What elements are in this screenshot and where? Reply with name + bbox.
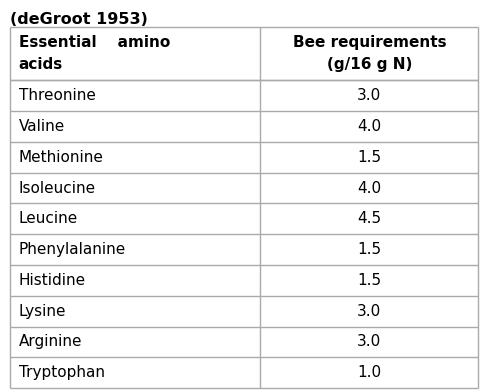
- Text: 1.5: 1.5: [357, 242, 382, 257]
- Text: (deGroot 1953): (deGroot 1953): [10, 12, 148, 27]
- Text: 1.5: 1.5: [357, 273, 382, 288]
- Text: 4.0: 4.0: [357, 181, 382, 196]
- Text: 4.5: 4.5: [357, 211, 382, 226]
- Text: Methionine: Methionine: [19, 150, 103, 165]
- Text: 4.0: 4.0: [357, 119, 382, 134]
- Text: Leucine: Leucine: [19, 211, 78, 226]
- Text: 3.0: 3.0: [357, 334, 382, 349]
- Text: Lysine: Lysine: [19, 304, 66, 319]
- Text: Tryptophan: Tryptophan: [19, 365, 104, 380]
- Text: Arginine: Arginine: [19, 334, 82, 349]
- Text: Histidine: Histidine: [19, 273, 86, 288]
- Text: Threonine: Threonine: [19, 88, 96, 103]
- Text: Valine: Valine: [19, 119, 65, 134]
- Text: acids: acids: [19, 57, 63, 73]
- Text: 3.0: 3.0: [357, 88, 382, 103]
- Text: Essential    amino: Essential amino: [19, 35, 170, 51]
- Text: Isoleucine: Isoleucine: [19, 181, 96, 196]
- Text: 1.0: 1.0: [357, 365, 382, 380]
- Text: (g/16 g N): (g/16 g N): [326, 57, 412, 73]
- Text: Bee requirements: Bee requirements: [292, 35, 446, 51]
- Text: 3.0: 3.0: [357, 304, 382, 319]
- Text: 1.5: 1.5: [357, 150, 382, 165]
- Text: Phenylalanine: Phenylalanine: [19, 242, 126, 257]
